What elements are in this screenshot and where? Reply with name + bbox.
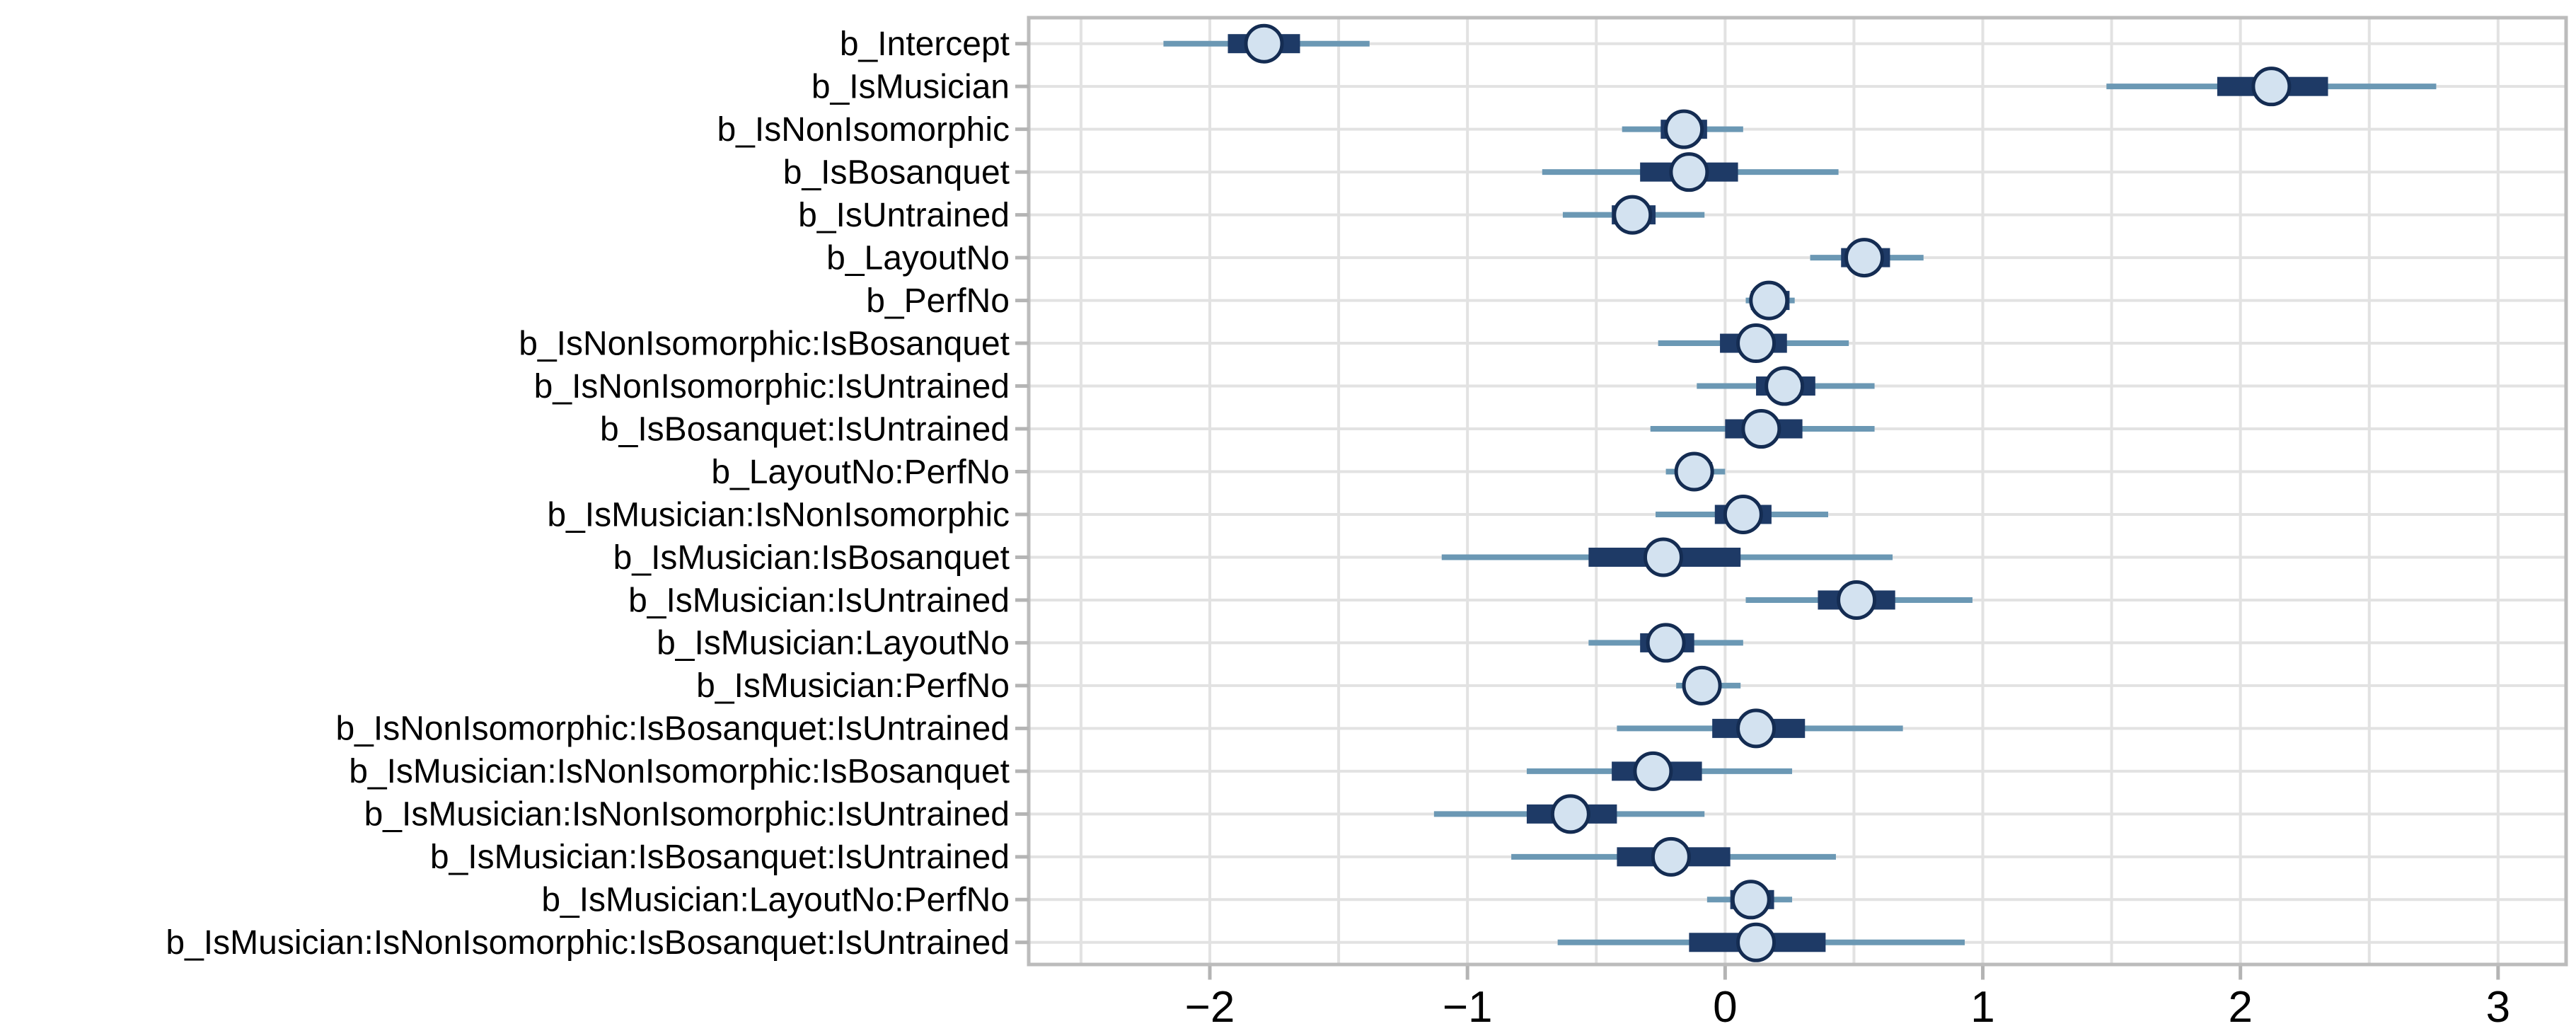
point-estimate — [1736, 922, 1777, 962]
point-estimate — [1741, 409, 1781, 449]
point-estimate — [1674, 451, 1714, 492]
y-axis-label: b_IsMusician:IsNonIsomorphic — [547, 496, 1010, 534]
y-axis-label: b_Intercept — [840, 25, 1010, 63]
point-estimate — [1764, 366, 1805, 406]
y-axis-label: b_IsBosanquet — [783, 154, 1010, 191]
point-estimate — [1664, 109, 1704, 149]
point-estimate — [1837, 580, 1877, 620]
y-axis-label: b_PerfNo — [866, 282, 1010, 320]
y-axis-label: b_IsMusician — [812, 69, 1010, 106]
point-estimate — [2251, 67, 2292, 107]
point-estimate — [1244, 23, 1284, 64]
y-axis-label: b_IsMusician:IsNonIsomorphic:IsBosanquet — [349, 753, 1010, 790]
y-axis-label: b_LayoutNo — [826, 239, 1010, 277]
y-axis-label: b_IsMusician:IsBosanquet — [613, 539, 1010, 577]
y-axis-label: b_IsMusician:IsUntrained — [628, 582, 1010, 619]
point-estimate — [1550, 794, 1590, 834]
point-estimate — [1633, 751, 1673, 791]
point-estimate — [1646, 623, 1686, 663]
y-axis-label: b_IsNonIsomorphic:IsBosanquet — [519, 325, 1010, 362]
x-tick-label: 2 — [2228, 983, 2252, 1031]
point-estimate — [1669, 152, 1709, 192]
y-axis-label: b_IsMusician:IsBosanquet:IsUntrained — [430, 839, 1010, 876]
point-estimate — [1612, 195, 1653, 235]
point-estimate — [1643, 537, 1683, 577]
x-tick-label: −2 — [1185, 983, 1235, 1031]
y-axis-label: b_IsMusician:PerfNo — [696, 667, 1010, 705]
y-axis-label: b_LayoutNo:PerfNo — [711, 454, 1010, 491]
point-estimate — [1749, 280, 1789, 321]
y-axis-label: b_IsUntrained — [798, 197, 1010, 234]
y-axis-label: b_IsMusician:LayoutNo:PerfNo — [541, 882, 1010, 919]
point-estimate — [1651, 836, 1691, 877]
panel-border — [1027, 16, 2568, 967]
point-estimate — [1844, 238, 1885, 278]
y-axis-label: b_IsNonIsomorphic:IsUntrained — [534, 368, 1010, 405]
x-tick-label: 3 — [2486, 983, 2510, 1031]
y-axis-label: b_IsMusician:IsNonIsomorphic:IsBosanquet… — [166, 924, 1010, 962]
point-estimate — [1723, 494, 1763, 534]
point-estimate — [1736, 323, 1777, 364]
point-estimate — [1731, 880, 1771, 920]
y-axis-label: b_IsMusician:IsNonIsomorphic:IsUntrained — [364, 796, 1010, 834]
point-estimate — [1682, 665, 1722, 705]
x-tick-label: 0 — [1713, 983, 1737, 1031]
y-axis-label: b_IsBosanquet:IsUntrained — [600, 410, 1010, 448]
y-axis-label: b_IsNonIsomorphic — [717, 111, 1010, 149]
y-axis-label: b_IsNonIsomorphic:IsBosanquet:IsUntraine… — [335, 710, 1010, 748]
x-tick-label: −1 — [1443, 983, 1493, 1031]
x-tick-label: 1 — [1970, 983, 1994, 1031]
point-estimate — [1736, 708, 1777, 749]
y-axis-label: b_IsMusician:LayoutNo — [657, 625, 1010, 662]
